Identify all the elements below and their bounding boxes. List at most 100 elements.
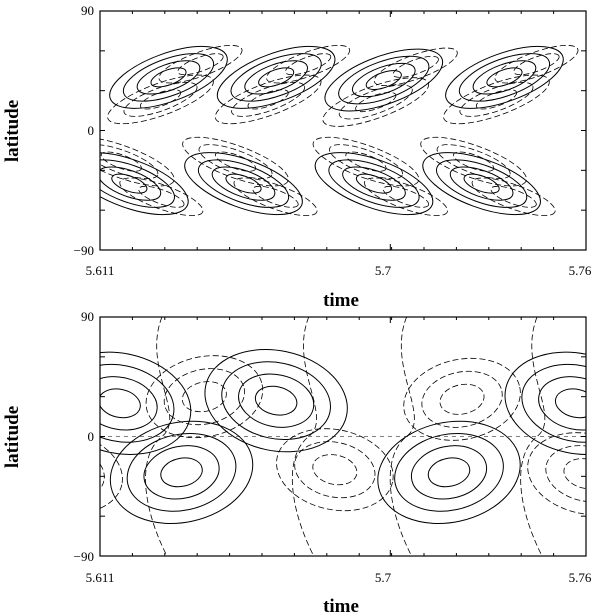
positive-contour	[150, 67, 187, 88]
chart-bottom: 90 0 −90 5.611 5.7 5.76 time latitude	[2, 309, 592, 616]
negative-contour	[145, 317, 171, 556]
positive-contour	[538, 376, 586, 431]
positive-contour	[238, 373, 315, 428]
negative-contour	[329, 144, 403, 179]
negative-contour	[100, 443, 105, 501]
negative-contour	[382, 185, 430, 208]
negative-contour	[545, 445, 586, 503]
positive-contour	[100, 363, 175, 443]
positive-contour	[410, 445, 488, 500]
negative-contour	[420, 136, 527, 187]
negative-contour	[459, 82, 534, 117]
negative-contour	[312, 136, 420, 187]
negative-contour	[138, 185, 185, 208]
negative-contour	[439, 383, 485, 415]
x-axis-title: time	[323, 290, 359, 311]
positive-contour	[109, 45, 228, 109]
positive-contour	[211, 166, 276, 201]
x-tick-label: 5.611	[86, 570, 115, 585]
tick-marks	[99, 316, 587, 557]
positive-contour	[221, 361, 332, 441]
x-axis-title: time	[323, 596, 359, 616]
negative-contour	[233, 177, 318, 217]
x-tick-label: 5.7	[375, 263, 392, 278]
negative-contour	[285, 53, 332, 76]
y-axis-title: latitude	[2, 406, 23, 468]
negative-contour	[100, 136, 175, 187]
negative-contour	[145, 355, 264, 439]
negative-contour	[443, 74, 550, 125]
negative-contour	[276, 428, 394, 512]
positive-contour	[197, 159, 290, 208]
positive-contour	[109, 420, 254, 524]
y-axis-title: latitude	[2, 100, 23, 162]
positive-contour	[463, 173, 500, 194]
negative-contour	[247, 89, 289, 110]
negative-contour	[100, 430, 123, 514]
negative-contour	[163, 368, 245, 426]
negative-contour	[490, 185, 537, 208]
negative-contour	[520, 317, 546, 556]
positive-contour	[204, 349, 348, 453]
negative-contour	[181, 381, 227, 413]
negative-contour	[182, 136, 289, 187]
positive-contour	[111, 173, 148, 194]
positive-contour	[449, 166, 514, 201]
negative-contour	[158, 44, 243, 84]
negative-contour	[177, 53, 224, 76]
positive-contour	[126, 432, 237, 512]
negative-contour	[39, 453, 89, 491]
negative-contour	[436, 144, 511, 179]
negative-contour	[322, 77, 430, 127]
tick-marks	[99, 10, 587, 251]
negative-contour	[475, 89, 518, 110]
y-tick-label: −90	[74, 243, 94, 258]
positive-contour	[216, 45, 336, 109]
negative-contour	[494, 44, 579, 84]
positive-contour	[377, 420, 521, 524]
positive-contour	[394, 432, 504, 512]
positive-contour	[445, 45, 564, 109]
positive-contour	[328, 159, 420, 208]
positive-contour	[230, 53, 322, 102]
positive-contour	[314, 152, 434, 216]
positive-contour	[254, 385, 298, 416]
chart-top: 90 0 −90 5.611 5.7 5.76 time latitude	[2, 3, 592, 311]
plot-area-bottom	[39, 317, 586, 556]
positive-contour	[100, 388, 141, 419]
x-tick-label: 5.76	[569, 570, 592, 585]
positive-contour	[100, 159, 175, 208]
negative-contour	[214, 151, 257, 172]
negative-contour	[231, 82, 306, 117]
positive-contour	[100, 376, 158, 431]
positive-contour	[355, 173, 393, 194]
y-tick-label: 0	[88, 123, 95, 138]
negative-contour	[100, 151, 142, 172]
positive-contour	[100, 166, 162, 201]
negative-contour	[563, 458, 586, 490]
positive-contour	[422, 152, 541, 216]
negative-contour	[252, 185, 299, 208]
positive-contour	[338, 55, 430, 105]
positive-contour	[342, 166, 406, 201]
negative-contour	[123, 82, 198, 117]
negative-contour	[513, 53, 560, 76]
plot-area-top	[100, 44, 579, 217]
x-tick-label: 5.7	[375, 570, 392, 585]
negative-contour	[294, 441, 376, 499]
positive-contour	[486, 67, 523, 88]
negative-contour	[107, 74, 214, 125]
x-tick-label: 5.611	[86, 263, 115, 278]
y-tick-label: 0	[88, 429, 95, 444]
negative-contour	[389, 317, 415, 556]
positive-contour	[100, 152, 189, 216]
negative-contour	[392, 55, 439, 78]
positive-contour	[427, 457, 471, 488]
negative-contour	[373, 47, 458, 87]
positive-contour	[458, 53, 551, 102]
positive-contour	[521, 363, 586, 443]
negative-contour	[421, 370, 503, 428]
negative-contour	[403, 357, 521, 441]
y-tick-label: 90	[81, 309, 94, 324]
negative-contour	[198, 144, 273, 179]
